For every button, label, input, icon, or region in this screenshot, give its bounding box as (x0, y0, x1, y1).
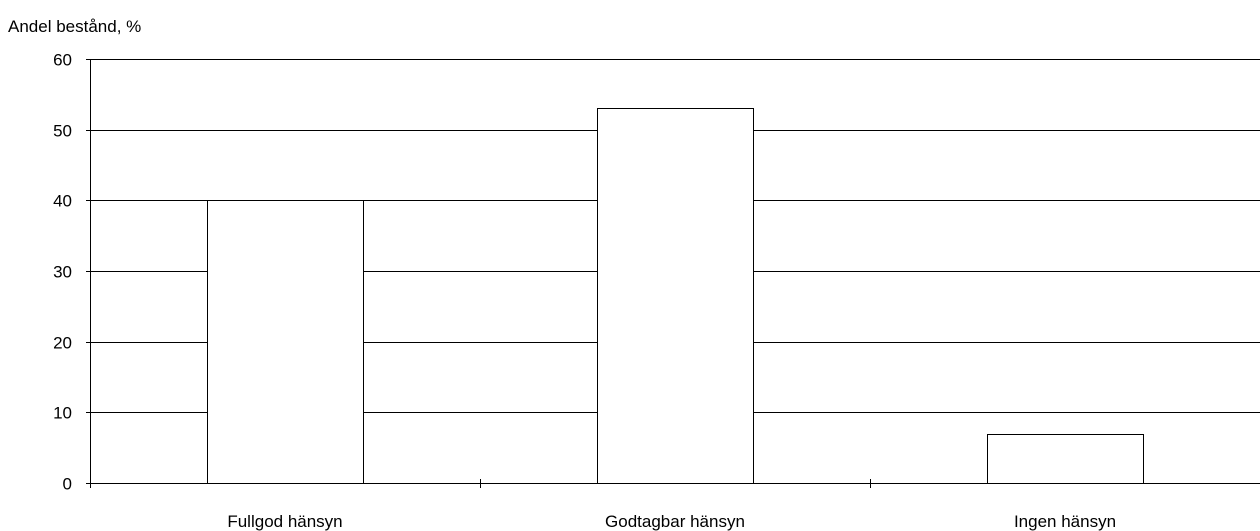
y-tick-label-4: 40 (53, 192, 72, 211)
y-tick-labels: 0 10 20 30 40 50 60 (53, 51, 72, 494)
y-tick-label-0: 0 (63, 475, 72, 494)
y-tick-label-5: 50 (53, 122, 72, 141)
x-tick-label-0: Fullgod hänsyn (227, 512, 342, 531)
y-axis-label: Andel bestånd, % (8, 17, 141, 36)
y-tick-label-3: 30 (53, 263, 72, 282)
y-tick-label-2: 20 (53, 334, 72, 353)
x-tick-label-2: Ingen hänsyn (1014, 512, 1116, 531)
bar-2 (987, 434, 1144, 484)
bar-1 (597, 108, 754, 484)
y-tick-label-6: 60 (53, 51, 72, 70)
x-tick-label-1: Godtagbar hänsyn (605, 512, 745, 531)
bar-0 (207, 200, 364, 484)
x-tick-labels: Fullgod hänsyn Godtagbar hänsyn Ingen häns… (227, 512, 1116, 531)
bars (207, 108, 1144, 484)
y-tick-label-1: 10 (53, 404, 72, 423)
axes (86, 59, 1260, 488)
